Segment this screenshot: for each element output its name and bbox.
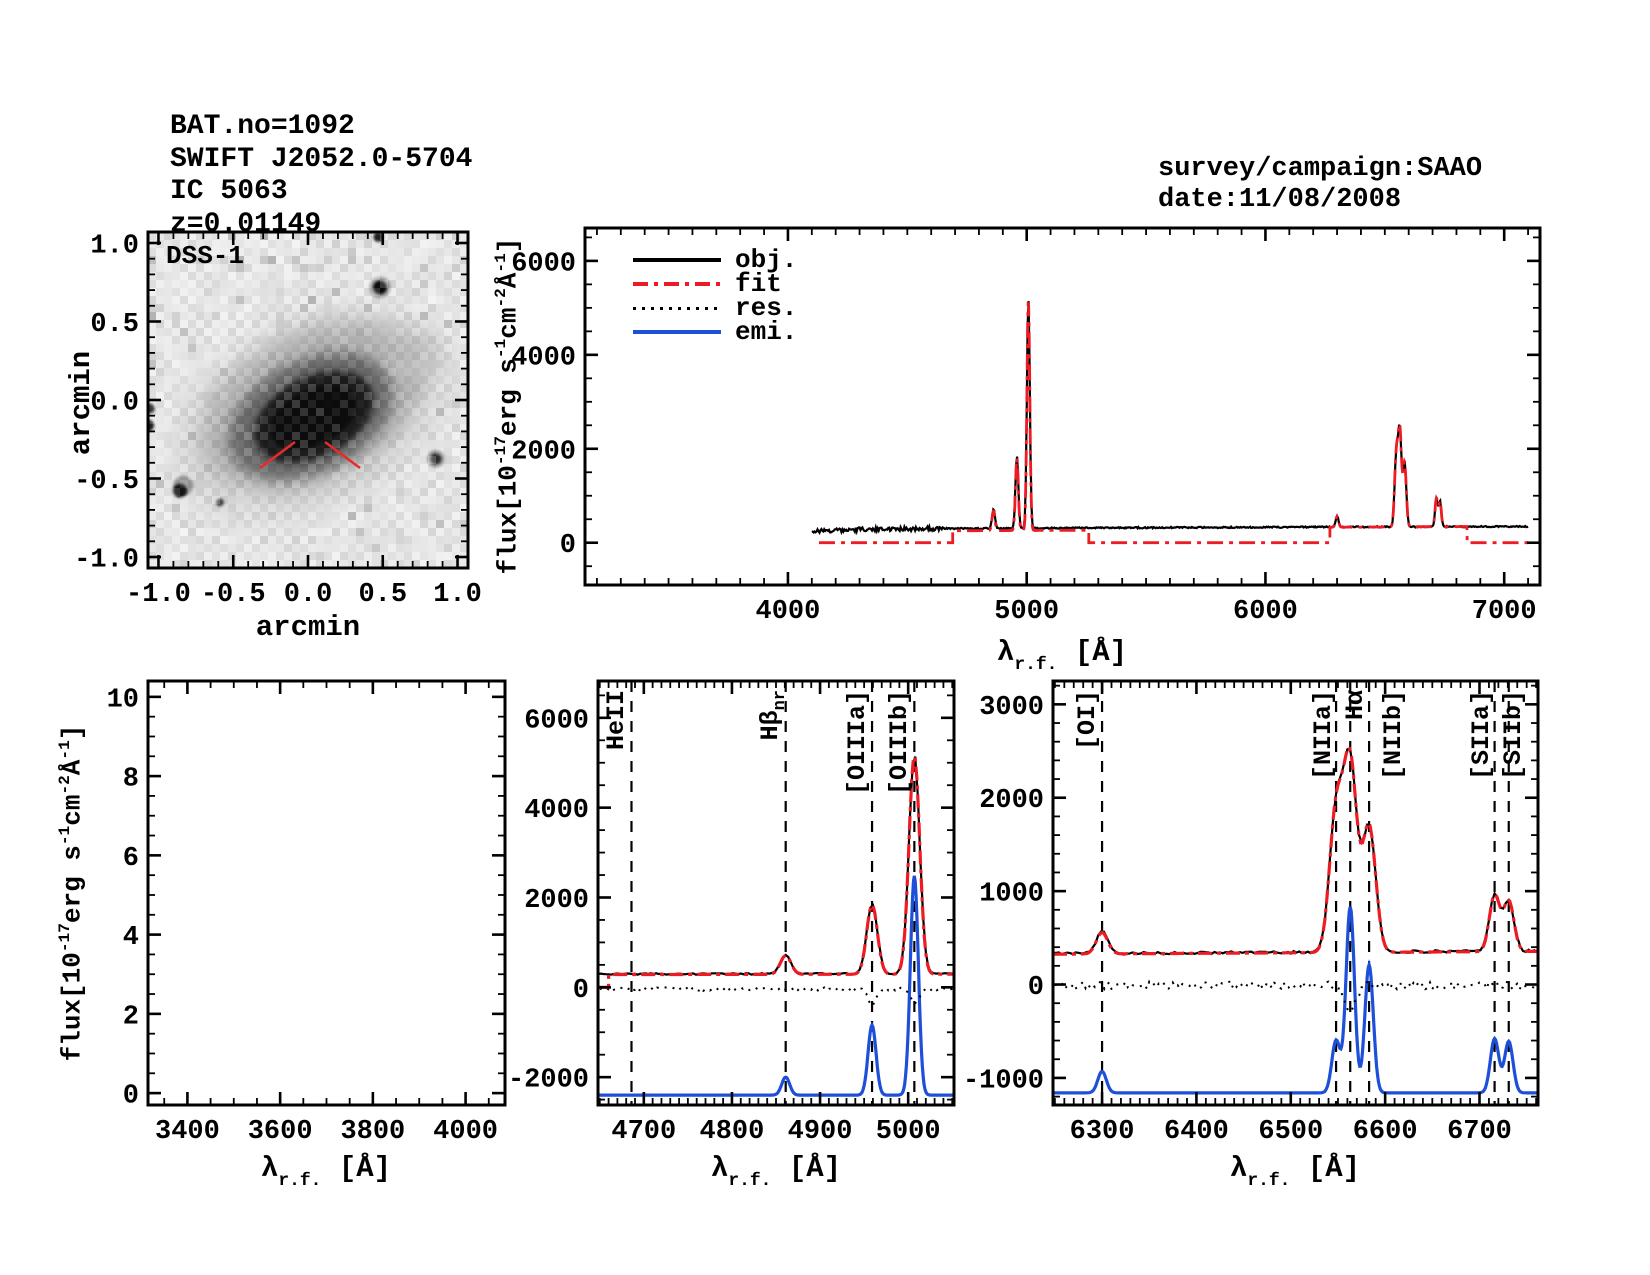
svg-text:8: 8	[123, 765, 139, 795]
main-spectrum-flux-axis-label: flux[10-17erg s-1cm-2Å-1]	[492, 237, 524, 575]
svg-text:0: 0	[573, 976, 589, 1006]
svg-text:-1.0: -1.0	[74, 546, 139, 576]
main-spectrum-wavelength-axis-label: λr.f. [Å]	[996, 636, 1128, 675]
legend-line-fit-icon	[633, 282, 721, 286]
legend-row-fit: fit	[633, 269, 797, 299]
bottom-left-flux-axis-label: flux[10-17erg s-1cm-2Å-1]	[56, 724, 88, 1062]
legend-line-res-icon	[633, 306, 721, 310]
svg-text:0: 0	[560, 531, 576, 561]
legend-row-obj: obj.	[633, 245, 798, 275]
svg-text:4000: 4000	[511, 343, 576, 373]
svg-text:2000: 2000	[524, 886, 589, 916]
legend-label-obj: obj.	[735, 245, 798, 275]
legend-line-emi-icon	[633, 330, 721, 334]
hbeta-panel-wavelength-axis-label: λr.f. [Å]	[710, 1152, 842, 1191]
observation-date: date:11/08/2008	[1158, 185, 1402, 215]
header-bat-number: BAT.no=1092	[170, 111, 355, 142]
svg-text:[SIIb]: [SIIb]	[1499, 690, 1528, 780]
svg-text:Hβnr: Hβnr	[756, 690, 790, 740]
header-object-name: IC 5063	[170, 176, 288, 207]
svg-text:[NIIb]: [NIIb]	[1379, 690, 1408, 780]
survey-campaign: survey/campaign:SAAO	[1158, 154, 1483, 184]
svg-text:-1.0: -1.0	[126, 580, 191, 610]
legend-line-obj-icon	[633, 258, 721, 262]
halpha-panel-wavelength-axis-label: λr.f. [Å]	[1229, 1152, 1361, 1191]
svg-text:[OIIIb]: [OIIIb]	[885, 690, 914, 795]
svg-text:6000: 6000	[511, 249, 576, 279]
legend-row-res: res.	[633, 293, 798, 323]
svg-text:1000: 1000	[979, 880, 1044, 910]
legend-row-emi: emi.	[633, 317, 798, 347]
svg-text:2000: 2000	[511, 437, 576, 467]
svg-text:0.5: 0.5	[358, 580, 407, 610]
svg-text:1.0: 1.0	[433, 580, 482, 610]
svg-text:2: 2	[123, 1002, 139, 1032]
svg-text:[OIIIa]: [OIIIa]	[843, 690, 872, 795]
svg-text:6000: 6000	[1233, 597, 1298, 627]
svg-text:1.0: 1.0	[90, 231, 139, 261]
svg-text:4: 4	[123, 923, 139, 953]
svg-text:6500: 6500	[1258, 1117, 1323, 1147]
svg-text:6: 6	[123, 844, 139, 874]
dss-x-axis-label: arcmin	[255, 611, 361, 644]
svg-text:Hα: Hα	[1341, 690, 1370, 720]
dss-survey-tag: DSS-1	[166, 241, 245, 271]
svg-text:4700: 4700	[611, 1117, 676, 1147]
svg-text:10: 10	[107, 685, 139, 715]
observation-block: survey/campaign:SAAO date:11/08/2008	[1158, 154, 1482, 216]
svg-text:-2000: -2000	[508, 1066, 589, 1096]
svg-text:0.0: 0.0	[284, 580, 333, 610]
svg-text:-0.5: -0.5	[201, 580, 266, 610]
svg-text:4800: 4800	[700, 1117, 765, 1147]
svg-text:2000: 2000	[979, 786, 1044, 816]
legend-label-emi: emi.	[735, 317, 798, 347]
bottom-left-wavelength-axis-label: λr.f. [Å]	[260, 1152, 392, 1191]
svg-text:-1000: -1000	[963, 1066, 1044, 1096]
svg-text:[SIIa]: [SIIa]	[1467, 690, 1496, 780]
svg-text:0.0: 0.0	[90, 389, 139, 419]
svg-text:3400: 3400	[155, 1117, 220, 1147]
svg-text:HeII: HeII	[602, 690, 631, 750]
svg-text:4000: 4000	[756, 597, 821, 627]
svg-text:6300: 6300	[1070, 1117, 1135, 1147]
svg-text:4000: 4000	[433, 1117, 498, 1147]
legend-label-res: res.	[735, 293, 798, 323]
svg-text:0.5: 0.5	[90, 310, 139, 340]
svg-text:3600: 3600	[248, 1117, 313, 1147]
header-block: BAT.no=1092 SWIFT J2052.0-5704 IC 5063 z…	[170, 111, 472, 241]
svg-text:[OI]: [OI]	[1073, 690, 1102, 750]
svg-text:3800: 3800	[340, 1117, 405, 1147]
svg-text:6400: 6400	[1164, 1117, 1229, 1147]
legend: obj. fit res. emi.	[633, 245, 798, 347]
svg-text:0: 0	[123, 1082, 139, 1112]
svg-text:0: 0	[1028, 973, 1044, 1003]
legend-label-fit: fit	[735, 269, 782, 299]
svg-text:5000: 5000	[876, 1117, 941, 1147]
svg-text:3000: 3000	[979, 693, 1044, 723]
svg-text:6000: 6000	[524, 706, 589, 736]
svg-text:4000: 4000	[524, 796, 589, 826]
svg-text:[NIIa]: [NIIa]	[1309, 690, 1338, 780]
svg-text:4900: 4900	[788, 1117, 853, 1147]
svg-text:6700: 6700	[1447, 1117, 1512, 1147]
svg-text:-0.5: -0.5	[74, 467, 139, 497]
svg-text:5000: 5000	[994, 597, 1059, 627]
header-swift-id: SWIFT J2052.0-5704	[170, 143, 473, 175]
svg-text:7000: 7000	[1472, 597, 1537, 627]
svg-text:6600: 6600	[1353, 1117, 1418, 1147]
